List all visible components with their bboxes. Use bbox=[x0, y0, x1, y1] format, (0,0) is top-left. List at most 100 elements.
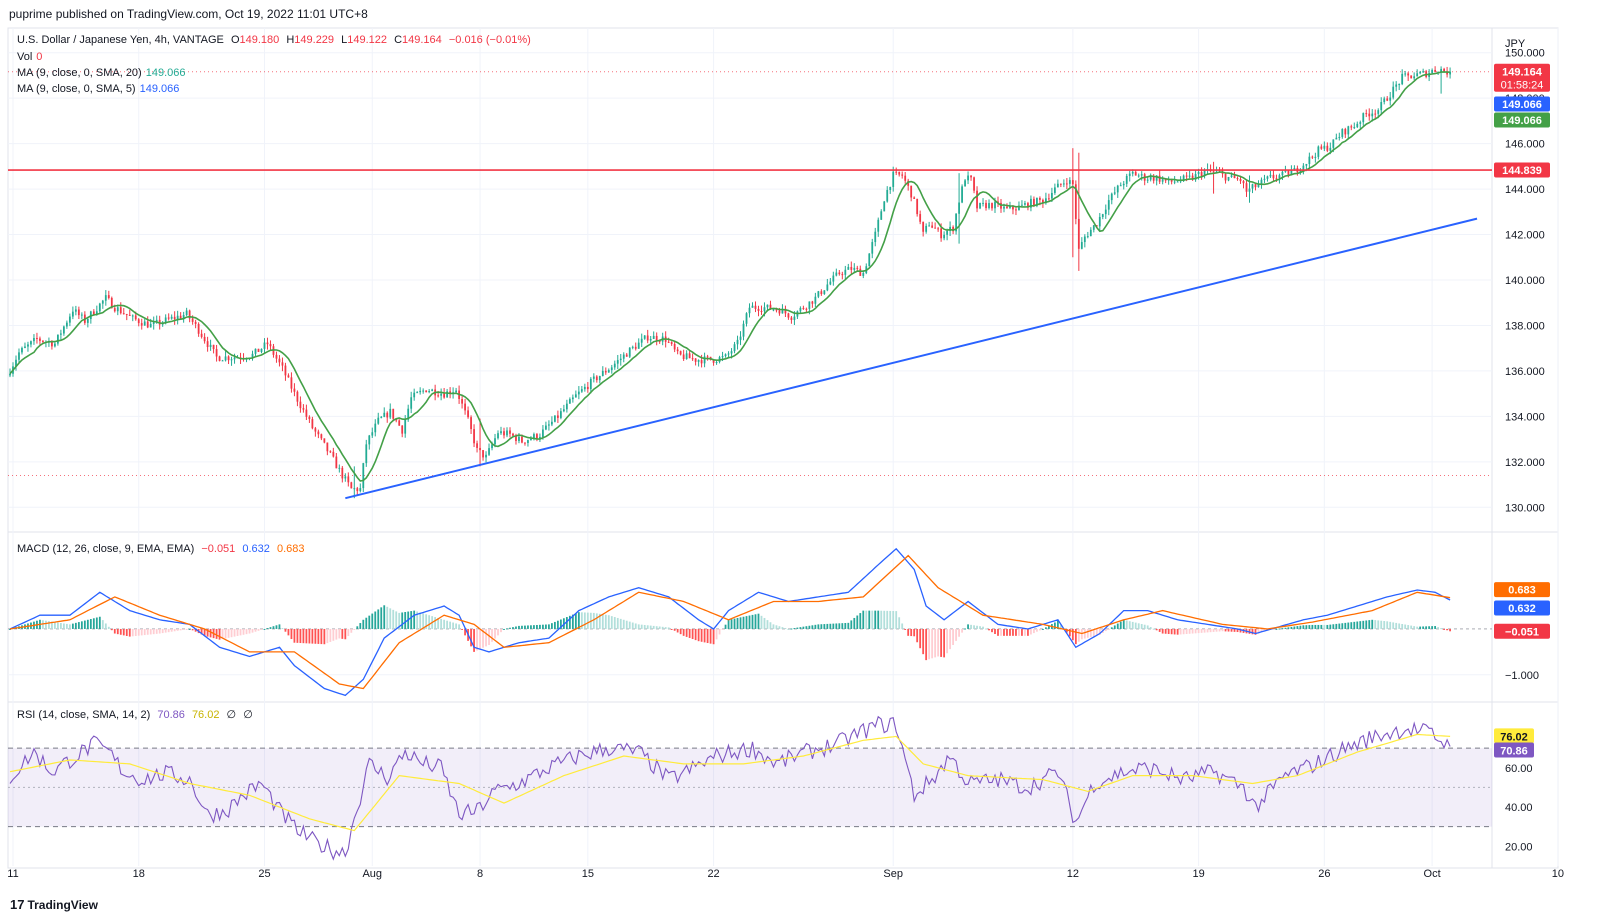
candle-body bbox=[152, 321, 155, 324]
candle-body bbox=[227, 356, 230, 361]
macd-histogram-bar bbox=[476, 628, 478, 651]
macd-histogram-bar bbox=[284, 628, 287, 632]
candle-body bbox=[691, 358, 694, 360]
candle-body bbox=[1245, 183, 1248, 192]
macd-histogram-bar bbox=[1296, 626, 1299, 629]
macd-histogram-bar bbox=[386, 606, 389, 629]
candle-body bbox=[598, 375, 601, 381]
candle-body bbox=[682, 354, 685, 360]
macd-histogram-bar bbox=[1176, 628, 1179, 635]
macd-histogram-bar bbox=[577, 612, 580, 629]
candle-body bbox=[1416, 73, 1419, 77]
macd-histogram-bar bbox=[655, 626, 658, 629]
macd-histogram-bar bbox=[739, 617, 742, 629]
rsi-y-tick-label: 60.00 bbox=[1505, 763, 1533, 775]
candle-body bbox=[539, 436, 541, 439]
candle-body bbox=[820, 291, 823, 295]
last-price-tag: 149.164 bbox=[1502, 67, 1543, 79]
candle-body bbox=[1224, 173, 1227, 181]
macd-histogram-bar bbox=[1215, 628, 1218, 632]
macd-histogram-bar bbox=[778, 626, 781, 629]
candle-body bbox=[817, 291, 820, 297]
candle-body bbox=[919, 214, 922, 222]
candle-body bbox=[1185, 175, 1188, 177]
macd-histogram-bar bbox=[332, 628, 335, 641]
candle-body bbox=[359, 488, 362, 492]
candle-body bbox=[15, 359, 17, 367]
macd-histogram-bar bbox=[997, 628, 999, 636]
macd-histogram-bar bbox=[1254, 628, 1257, 635]
y-tick-label: 134.000 bbox=[1505, 411, 1545, 423]
candle-body bbox=[224, 356, 227, 361]
macd-histogram-bar bbox=[556, 620, 559, 629]
candle-body bbox=[1015, 209, 1017, 211]
macd-histogram-bar bbox=[1308, 625, 1311, 629]
candle-body bbox=[521, 436, 523, 443]
macd-histogram-bar bbox=[706, 628, 709, 644]
y-tick-label: 142.000 bbox=[1505, 230, 1545, 242]
candle-body bbox=[952, 226, 954, 232]
tradingview-logo[interactable]: 17 TradingView bbox=[10, 897, 98, 912]
macd-histogram-bar bbox=[1191, 628, 1194, 634]
macd-histogram-bar bbox=[850, 620, 853, 629]
macd-histogram-bar bbox=[80, 621, 83, 629]
candle-body bbox=[230, 359, 233, 361]
candle-body bbox=[209, 344, 212, 348]
macd-histogram-bar bbox=[416, 611, 419, 629]
candle-body bbox=[1074, 184, 1077, 219]
macd-histogram-bar bbox=[769, 622, 772, 629]
candle-body bbox=[9, 373, 11, 376]
macd-histogram-bar bbox=[1000, 628, 1002, 636]
candle-body bbox=[604, 370, 607, 373]
macd-histogram-bar bbox=[137, 628, 140, 636]
candle-body bbox=[1314, 156, 1317, 158]
candle-body bbox=[269, 344, 272, 347]
candle-body bbox=[1419, 72, 1422, 74]
candle-body bbox=[104, 295, 107, 301]
macd-histogram-bar bbox=[437, 617, 440, 629]
candle-body bbox=[970, 175, 972, 178]
macd-histogram-bar bbox=[814, 624, 817, 629]
candle-body bbox=[1086, 236, 1089, 238]
resistance-price-tag: 144.839 bbox=[1502, 165, 1542, 177]
candle-body bbox=[1275, 178, 1278, 180]
candle-body bbox=[503, 431, 505, 436]
candle-body bbox=[1161, 179, 1164, 182]
candle-body bbox=[425, 390, 428, 393]
candle-body bbox=[1233, 175, 1236, 179]
macd-histogram-bar bbox=[874, 610, 877, 629]
macd-histogram-bar bbox=[521, 625, 523, 629]
macd-histogram-bar bbox=[1110, 627, 1113, 629]
candle-body bbox=[188, 310, 191, 319]
macd-histogram-bar bbox=[1131, 621, 1134, 629]
candle-body bbox=[943, 234, 946, 239]
candle-body bbox=[545, 425, 547, 430]
macd-histogram-bar bbox=[299, 628, 302, 644]
macd-histogram-bar bbox=[847, 622, 850, 629]
macd-histogram-bar bbox=[991, 628, 993, 633]
macd-histogram-bar bbox=[455, 623, 457, 629]
candle-body bbox=[1050, 192, 1053, 199]
macd-histogram-bar bbox=[970, 624, 972, 629]
macd-histogram-bar bbox=[182, 628, 185, 630]
macd-histogram-bar bbox=[922, 628, 925, 655]
ma1-value: 149.066 bbox=[145, 67, 186, 79]
macd-histogram-bar bbox=[1374, 620, 1377, 629]
candle-body bbox=[36, 337, 38, 339]
candle-body bbox=[51, 341, 53, 347]
macd-histogram-bar bbox=[1251, 628, 1254, 635]
candle-body bbox=[784, 308, 787, 314]
candle-body bbox=[212, 344, 215, 350]
macd-histogram-bar bbox=[209, 628, 212, 638]
macd-histogram-bar bbox=[616, 617, 619, 629]
macd-histogram-bar bbox=[925, 628, 928, 661]
macd-histogram-bar bbox=[1263, 628, 1266, 632]
macd-histogram-bar bbox=[161, 628, 164, 634]
x-tick-label: Oct bbox=[1424, 868, 1441, 880]
candle-body bbox=[431, 389, 434, 392]
macd-histogram-bar bbox=[916, 628, 919, 643]
macd-histogram-bar bbox=[904, 628, 907, 630]
candle-body bbox=[65, 322, 68, 327]
macd-signal-tag-bg bbox=[1494, 582, 1550, 598]
x-tick-label: 25 bbox=[258, 868, 270, 880]
